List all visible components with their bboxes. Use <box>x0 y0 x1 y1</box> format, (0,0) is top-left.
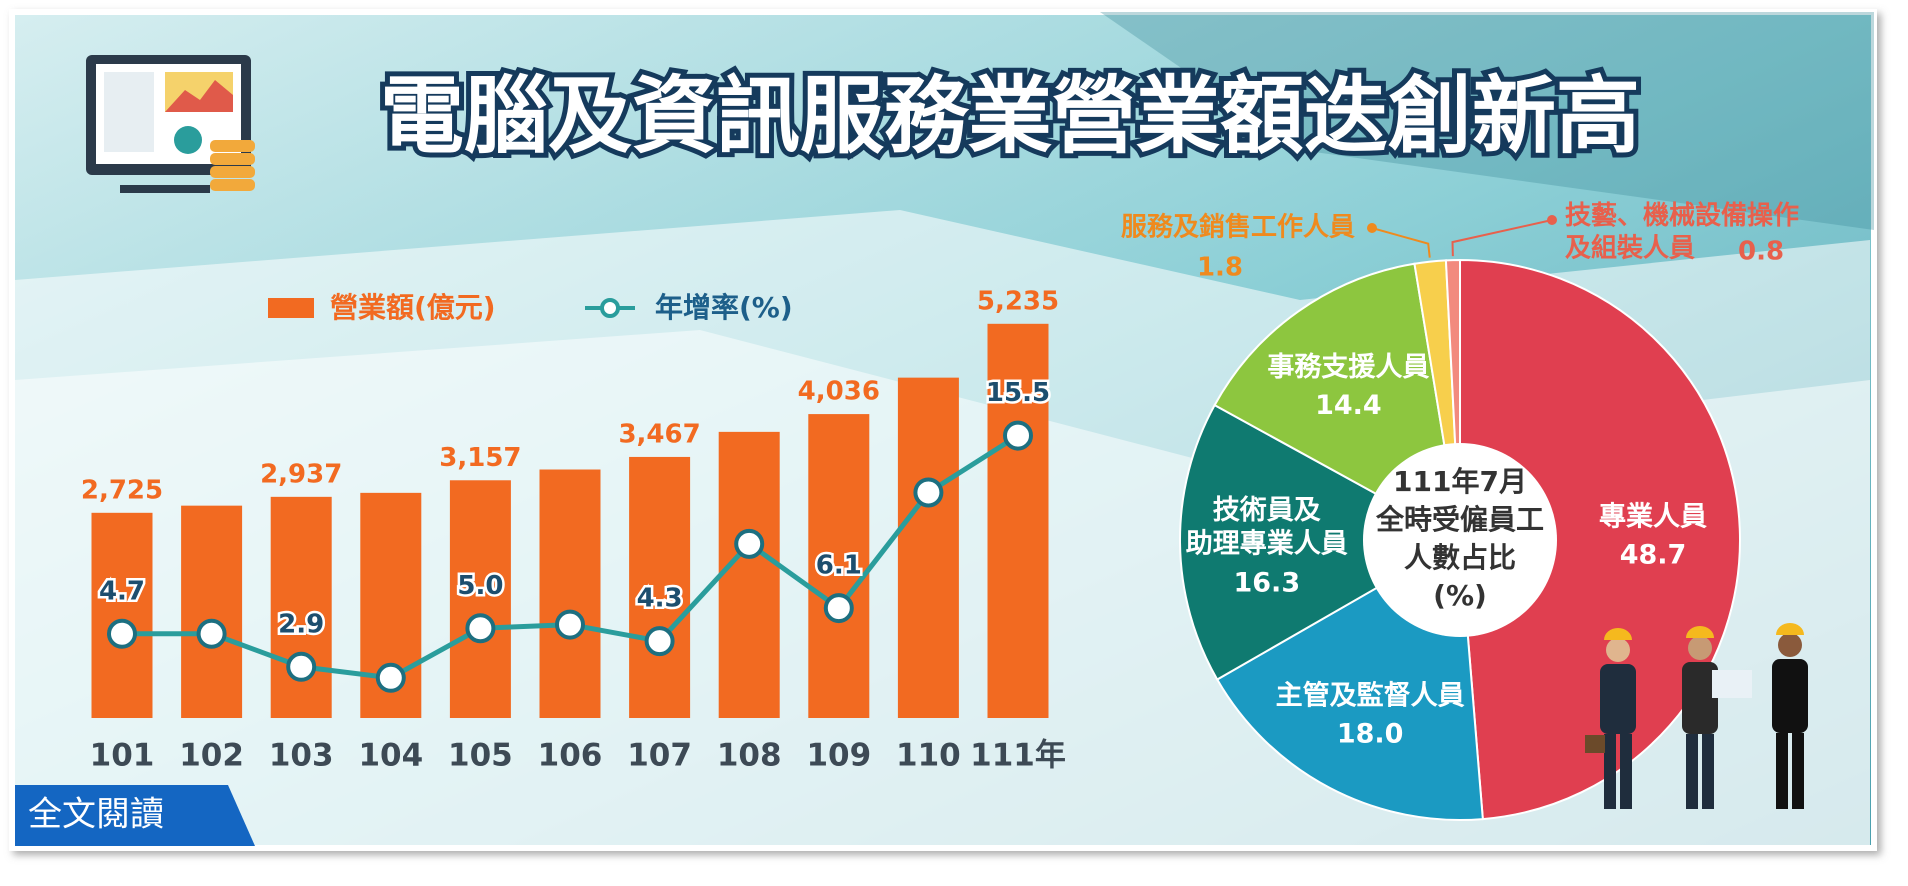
line-marker <box>1003 420 1033 451</box>
pie-category-label: 事務支援人員 <box>1267 352 1429 383</box>
leader-dot <box>1547 215 1557 225</box>
line-marker <box>555 609 585 640</box>
line-marker <box>734 528 765 559</box>
bar <box>539 469 601 718</box>
line-marker <box>286 651 317 682</box>
bar-value-label: 2,725 <box>81 475 163 505</box>
line-value-label: 4.7 <box>99 576 145 606</box>
pie-title: 111年7月 <box>1393 465 1527 498</box>
line-marker <box>107 618 137 649</box>
workers-illustration <box>1585 623 1808 809</box>
pie-value-label: 0.8 <box>1738 237 1784 267</box>
line-marker <box>913 477 944 508</box>
icon <box>86 55 255 193</box>
line-marker <box>465 613 496 644</box>
x-tick-label: 104 <box>358 738 423 774</box>
x-tick-label: 108 <box>717 738 782 774</box>
pie-title: 人數占比 <box>1404 541 1516 574</box>
bar-value-label: 4,036 <box>798 377 880 407</box>
line-marker <box>196 618 227 649</box>
pie-category-label: 技藝、機械設備操作及組裝人員 <box>1565 199 1799 263</box>
leader-line <box>1451 219 1553 257</box>
line-marker <box>823 593 854 624</box>
x-tick-label: 102 <box>179 738 244 774</box>
bar <box>808 414 870 718</box>
bar <box>449 480 511 718</box>
pie-category-label: 服務及銷售工作人員 <box>1121 212 1355 243</box>
leader-dot <box>1367 223 1377 233</box>
legend-swatch <box>268 298 314 318</box>
line-marker <box>644 626 675 657</box>
pie-category-label: 主管及監督人員 <box>1276 681 1465 712</box>
pie-value-label: 14.4 <box>1315 390 1382 421</box>
pie-value-label: 16.3 <box>1233 567 1300 598</box>
legend-marker <box>600 298 620 318</box>
x-tick-label: 110 <box>896 738 961 774</box>
pie-center <box>1363 443 1557 637</box>
x-tick-label: 109 <box>806 738 871 774</box>
x-tick-label: 103 <box>269 738 334 774</box>
pie-slice <box>1179 403 1463 681</box>
bar-value-label: 2,937 <box>260 459 342 489</box>
pie-value-label: 1.8 <box>1197 253 1243 283</box>
legend-label: 年增率(%) <box>655 291 793 324</box>
bar <box>91 512 153 718</box>
line-value-label: 2.9 <box>278 609 324 639</box>
pie-value-label: 48.7 <box>1620 540 1687 571</box>
read-full-button-label[interactable]: 全文閱讀 <box>28 795 164 835</box>
leader-line <box>1371 227 1431 258</box>
pie-title: 全時受僱員工 <box>1375 503 1544 536</box>
bar <box>987 323 1049 718</box>
x-tick-label: 106 <box>538 738 603 774</box>
x-tick-label: 101 <box>90 738 155 774</box>
bar <box>270 496 332 718</box>
bar-value-label: 3,467 <box>618 419 700 449</box>
line-value-label: 5.0 <box>457 571 503 601</box>
line-marker <box>375 662 406 693</box>
bar <box>629 456 691 718</box>
bar <box>897 377 959 718</box>
pie-slice <box>1459 258 1741 821</box>
pie-value-label: 18.0 <box>1337 719 1404 750</box>
pie-category-label: 專業人員 <box>1599 502 1707 533</box>
read-full-button[interactable] <box>15 785 255 846</box>
bar <box>718 431 780 718</box>
line-value-label: 4.3 <box>637 584 683 614</box>
line-value-label: 6.1 <box>816 551 862 581</box>
x-tick-label: 107 <box>627 738 692 774</box>
x-tick-label: 111年 <box>970 738 1066 774</box>
pie-category-label: 技術員及助理專業人員 <box>1186 494 1348 559</box>
pie-title: (%) <box>1433 579 1487 612</box>
bar <box>181 505 243 718</box>
title: 電腦及資訊服務業營業額迭創新高 <box>380 67 1640 165</box>
bar-value-label: 5,235 <box>977 286 1059 316</box>
legend-label: 營業額(億元) <box>330 291 496 324</box>
line-value-label: 15.5 <box>986 378 1050 408</box>
bg-band <box>1100 12 1874 230</box>
bar-value-label: 3,157 <box>439 443 521 473</box>
x-tick-label: 105 <box>448 738 513 774</box>
